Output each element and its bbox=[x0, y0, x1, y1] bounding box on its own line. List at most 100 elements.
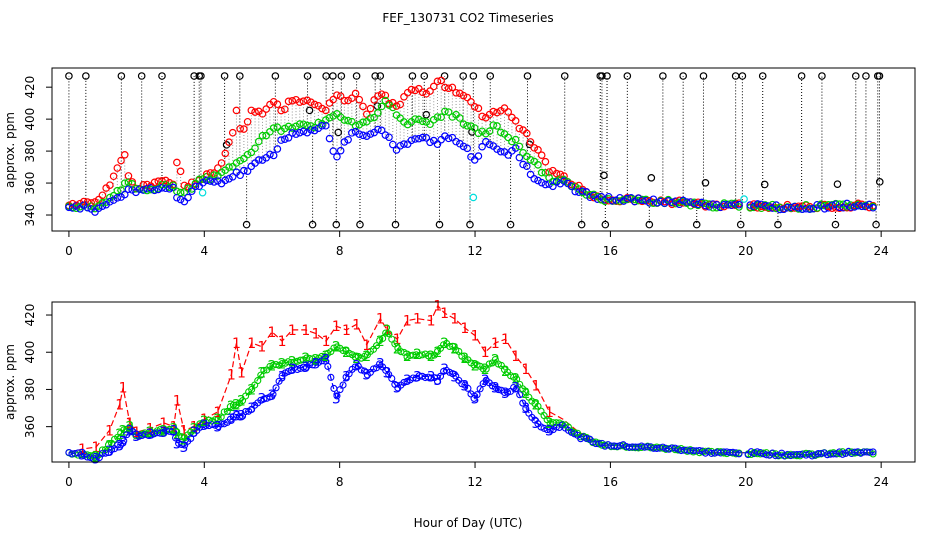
data-point-red bbox=[418, 88, 427, 97]
data-point-red bbox=[284, 97, 293, 106]
series-label-1: 1 bbox=[105, 423, 114, 439]
data-point-blue bbox=[381, 131, 390, 139]
data-point-green bbox=[109, 191, 118, 200]
y-tick-label: 360 bbox=[23, 172, 37, 195]
flag-marker bbox=[831, 220, 840, 229]
series-label-3: 3 bbox=[125, 423, 134, 439]
flag-marker bbox=[352, 72, 361, 80]
series-label-3: 3 bbox=[383, 366, 392, 382]
data-point-green bbox=[485, 127, 494, 136]
data-point-blue bbox=[176, 195, 185, 204]
data-point-green bbox=[258, 131, 267, 140]
data-point-blue bbox=[858, 202, 866, 210]
series-label-1: 1 bbox=[531, 379, 540, 395]
flag-marker bbox=[797, 72, 806, 80]
series-label-2: 2 bbox=[450, 342, 459, 358]
series-label-3: 3 bbox=[213, 420, 222, 436]
data-point-red bbox=[321, 106, 330, 115]
series-label-3: 3 bbox=[232, 408, 241, 424]
series-label-3: 3 bbox=[105, 444, 114, 460]
data-point-blue bbox=[813, 200, 821, 209]
series-label-3: 3 bbox=[393, 381, 402, 397]
series-label-2: 2 bbox=[119, 423, 128, 439]
series-label-2: 2 bbox=[200, 414, 209, 430]
data-point-green bbox=[467, 122, 475, 130]
data-point-blue bbox=[305, 361, 314, 369]
series-label-1: 1 bbox=[460, 321, 469, 337]
data-point-green bbox=[278, 359, 286, 368]
data-point-blue bbox=[839, 450, 847, 458]
data-point-green bbox=[344, 116, 352, 125]
data-point-green bbox=[303, 121, 311, 130]
series-label-3: 3 bbox=[521, 401, 530, 417]
data-point-blue bbox=[474, 152, 483, 160]
data-point-blue bbox=[333, 392, 341, 400]
data-point-blue bbox=[272, 384, 280, 392]
data-point-blue bbox=[657, 197, 665, 206]
data-point-blue bbox=[400, 140, 408, 148]
data-point-green bbox=[616, 197, 624, 205]
data-point-green bbox=[526, 155, 535, 164]
series-label-1: 1 bbox=[450, 312, 459, 328]
data-point-blue bbox=[324, 362, 332, 370]
data-point-red bbox=[221, 149, 230, 158]
data-point-blue bbox=[546, 426, 554, 434]
data-point-blue bbox=[120, 437, 128, 445]
data-point-green bbox=[649, 199, 658, 208]
data-point-green bbox=[441, 107, 449, 116]
data-point-blue bbox=[776, 205, 784, 214]
data-point-blue bbox=[794, 203, 803, 212]
data-point-red bbox=[396, 100, 405, 109]
flag-marker bbox=[774, 220, 782, 229]
data-point-blue bbox=[355, 130, 364, 138]
data-point-red bbox=[444, 84, 453, 93]
data-point-green bbox=[411, 115, 419, 123]
data-point-blue bbox=[173, 193, 181, 202]
data-point-red bbox=[523, 129, 531, 138]
data-point-green bbox=[422, 118, 431, 126]
data-point-blue bbox=[242, 408, 250, 416]
series-label-3: 3 bbox=[440, 362, 449, 378]
data-point-blue bbox=[225, 174, 233, 183]
series-label-1: 1 bbox=[190, 420, 199, 436]
data-point-blue bbox=[534, 176, 542, 185]
series-label-2: 2 bbox=[301, 351, 310, 367]
data-point-green bbox=[482, 365, 490, 373]
series-label-2: 2 bbox=[433, 345, 442, 361]
series-label-3: 3 bbox=[481, 373, 490, 389]
data-point-green bbox=[329, 112, 338, 120]
series-label-2: 2 bbox=[115, 427, 124, 443]
series-label-1: 1 bbox=[227, 368, 236, 384]
data-point-green bbox=[385, 330, 393, 338]
data-point-blue bbox=[299, 127, 308, 136]
data-point-green bbox=[426, 120, 434, 129]
data-point-green bbox=[461, 355, 469, 363]
data-point-green bbox=[299, 120, 308, 129]
data-point-red bbox=[541, 157, 550, 166]
flag-marker bbox=[738, 72, 747, 80]
data-point-red bbox=[459, 91, 468, 100]
data-point-blue bbox=[94, 204, 103, 213]
flag-marker bbox=[65, 72, 73, 80]
series-label-2: 2 bbox=[105, 438, 114, 454]
series-label-1: 1 bbox=[521, 362, 530, 378]
series-label-2: 2 bbox=[376, 334, 385, 350]
data-point-red bbox=[351, 89, 360, 98]
data-point-blue bbox=[519, 399, 527, 407]
data-point-blue bbox=[321, 121, 330, 130]
data-point-red bbox=[68, 199, 77, 208]
data-point-red bbox=[247, 106, 256, 115]
series-label-1: 1 bbox=[322, 334, 331, 350]
data-point-green bbox=[310, 123, 319, 132]
data-point-blue bbox=[135, 185, 144, 194]
y-tick-label: 420 bbox=[23, 76, 37, 99]
flag-marker bbox=[271, 72, 280, 80]
data-point-blue bbox=[802, 204, 810, 213]
data-point-blue bbox=[288, 129, 297, 137]
series-label-2: 2 bbox=[501, 364, 510, 380]
series-label-1: 1 bbox=[491, 336, 500, 352]
data-point-green bbox=[463, 121, 472, 130]
data-point-green bbox=[541, 168, 550, 177]
data-point-cyan bbox=[198, 188, 207, 197]
